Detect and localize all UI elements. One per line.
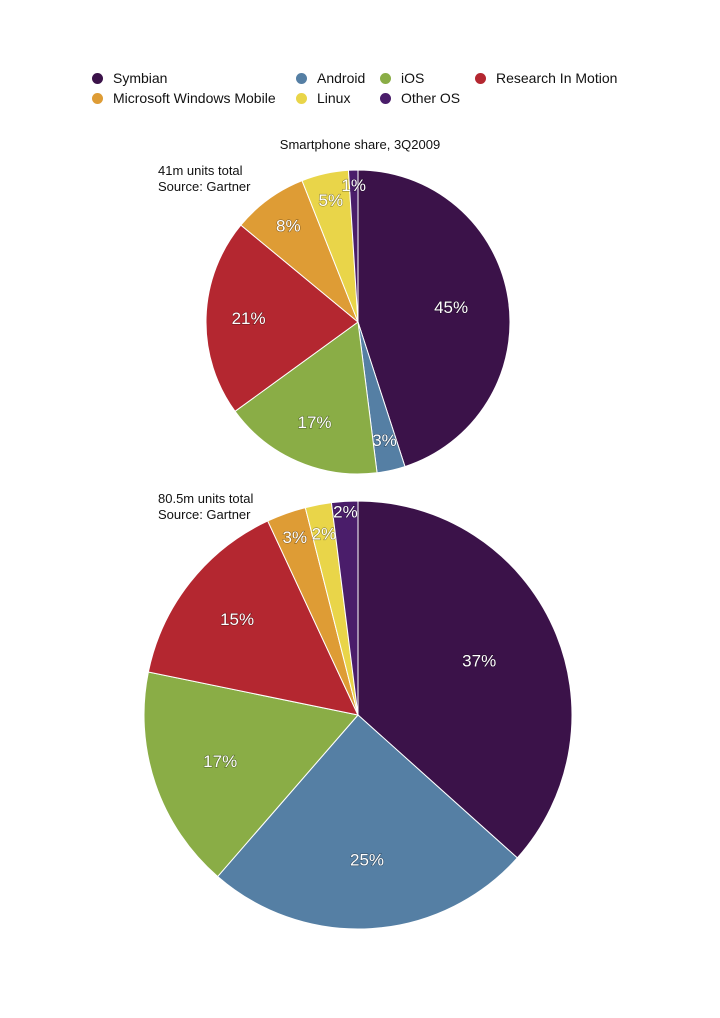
legend-item-symbian: Symbian xyxy=(92,70,167,86)
chart-1-source: Source: Gartner xyxy=(158,179,251,194)
legend-item-windows-mobile: Microsoft Windows Mobile xyxy=(92,90,276,106)
legend-item-android: Android xyxy=(296,70,365,86)
legend-swatch-ios xyxy=(380,72,391,84)
slice-research-in-motion xyxy=(147,520,359,716)
slice-label-other-os: 2% xyxy=(333,503,358,522)
legend: Symbian Android iOS Research In Motion M… xyxy=(0,0,720,120)
chart-2-note: 80.5m units total Source: Gartner xyxy=(158,491,253,523)
chart-title: Smartphone share, 3Q2009 xyxy=(279,137,441,152)
slice-label-symbian: 45% xyxy=(434,298,468,317)
legend-item-rim: Research In Motion xyxy=(475,70,617,86)
legend-label-android: Android xyxy=(317,70,366,86)
slice-other-os xyxy=(330,500,359,716)
legend-swatch-symbian xyxy=(92,72,103,84)
slice-ios xyxy=(143,671,359,878)
legend-item-ios: iOS xyxy=(380,70,424,86)
chart-2-units-total: 80.5m units total xyxy=(158,491,254,506)
slice-label-linux: 5% xyxy=(319,191,344,210)
legend-swatch-windows-mobile xyxy=(92,92,103,104)
slice-symbian xyxy=(357,500,573,859)
slice-label-microsoft-windows-mobile: 3% xyxy=(283,528,308,547)
pie-chart-2009: 45% 3% 17% 21% 8% 5%1% xyxy=(205,169,511,475)
slice-label-other-os: 1% xyxy=(341,176,366,195)
legend-label-ios: iOS xyxy=(401,70,425,86)
chart-1-note: 41m units total Source: Gartner xyxy=(158,163,251,195)
slice-label-research-in-motion: 21% xyxy=(232,309,266,328)
legend-item-other-os: Other OS xyxy=(380,90,460,106)
slice-label-android: 3% xyxy=(372,431,397,450)
slice-label-symbian: 37% xyxy=(462,651,496,670)
pie-chart-2010: 37%25%17%15%3% 2%2% xyxy=(143,500,573,930)
legend-label-windows-mobile: Microsoft Windows Mobile xyxy=(113,90,276,106)
legend-swatch-rim xyxy=(475,72,486,84)
legend-swatch-other-os xyxy=(380,92,391,104)
slice-symbian xyxy=(357,169,511,468)
slice-label-ios: 17% xyxy=(297,413,331,432)
slice-label-microsoft-windows-mobile: 8% xyxy=(276,217,301,236)
slice-ios xyxy=(234,321,378,475)
slice-research-in-motion xyxy=(205,224,359,413)
slice-android xyxy=(216,714,519,930)
legend-swatch-linux xyxy=(296,92,307,104)
slice-label-android: 25% xyxy=(350,851,384,870)
chart-1-units-total: 41m units total xyxy=(158,163,243,178)
legend-label-other-os: Other OS xyxy=(401,90,461,106)
slice-label-ios: 17% xyxy=(203,752,237,771)
legend-swatch-android xyxy=(296,72,307,84)
legend-label-symbian: Symbian xyxy=(113,70,168,86)
legend-label-rim: Research In Motion xyxy=(496,70,618,86)
slice-label-linux: 2% xyxy=(312,525,337,544)
slice-label-research-in-motion: 15% xyxy=(220,610,254,629)
chart-2-source: Source: Gartner xyxy=(158,507,251,522)
legend-item-linux: Linux xyxy=(296,90,350,106)
legend-label-linux: Linux xyxy=(317,90,351,106)
slice-other-os xyxy=(347,169,359,323)
